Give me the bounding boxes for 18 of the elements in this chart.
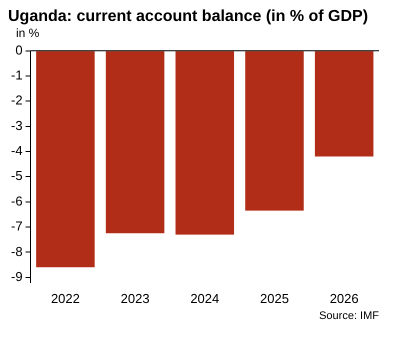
x-tick-label: 2024 xyxy=(190,290,220,306)
y-tick-label: -2 xyxy=(10,92,23,108)
x-tick-label: 2022 xyxy=(50,290,80,306)
x-tick-label: 2026 xyxy=(330,290,359,306)
y-tick-label: -7 xyxy=(10,218,23,234)
x-tick-label: 2023 xyxy=(120,290,150,306)
y-tick-label: -6 xyxy=(10,193,23,208)
y-axis-title: in % xyxy=(16,26,40,40)
chart-title: Uganda: current account balance (in % of GDP) xyxy=(8,8,370,26)
x-tick-label: 2025 xyxy=(260,290,289,306)
y-tick-label: 0 xyxy=(15,42,23,58)
y-tick-label: -3 xyxy=(10,118,23,133)
y-tick-label: -9 xyxy=(10,268,23,284)
y-tick-label: -5 xyxy=(10,168,23,184)
y-tick-label: -1 xyxy=(10,68,23,83)
source-note: Source: IMF xyxy=(318,310,379,322)
y-tick-label: -4 xyxy=(10,143,23,158)
y-tick-label: -8 xyxy=(10,244,23,259)
